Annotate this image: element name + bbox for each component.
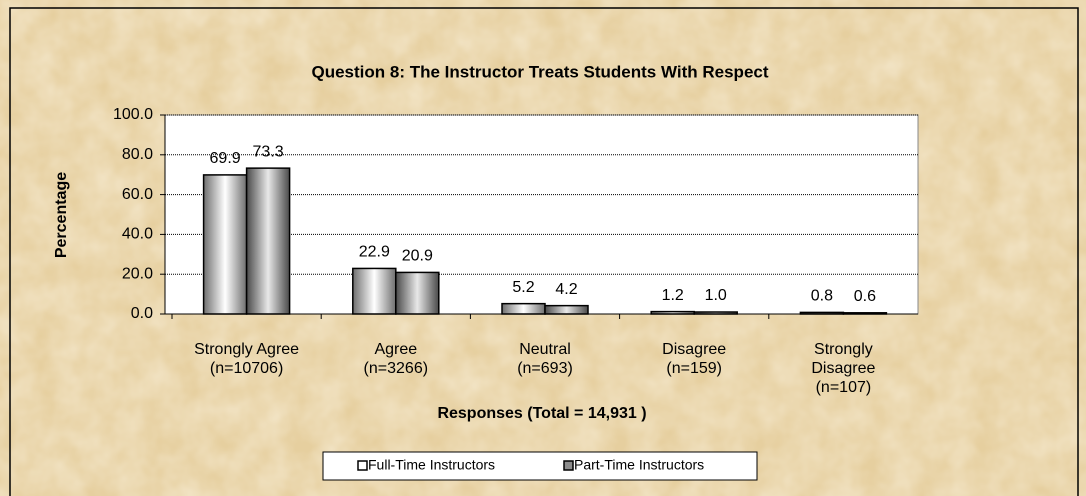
data-label: 20.9 <box>402 248 433 265</box>
data-label: 5.2 <box>512 279 534 296</box>
bar <box>650 310 695 315</box>
x-tick-label: Neutral (n=693) <box>517 341 573 377</box>
bar <box>842 312 888 315</box>
bar <box>799 311 845 315</box>
chart-frame <box>9 7 1079 496</box>
bar <box>544 304 589 315</box>
chart-title: Question 8: The Instructor Treats Studen… <box>311 62 768 81</box>
bar <box>395 271 440 315</box>
data-label: 0.6 <box>854 288 876 305</box>
legend-swatch <box>563 460 574 471</box>
bar <box>245 167 291 315</box>
x-tick-label: Strongly Disagree (n=107) <box>811 341 875 396</box>
data-label: 0.8 <box>811 288 833 305</box>
data-label: 1.2 <box>662 287 684 304</box>
y-tick-label: 60.0 <box>122 186 153 203</box>
legend-label: Full-Time Instructors <box>368 457 495 473</box>
x-tick-label: Agree (n=3266) <box>364 341 429 377</box>
y-tick-label: 80.0 <box>122 146 153 163</box>
y-axis-label: Percentage <box>53 172 70 258</box>
data-label: 69.9 <box>210 150 241 167</box>
y-tick-label: 100.0 <box>113 106 153 123</box>
y-tick-label: 20.0 <box>122 265 153 282</box>
bar <box>693 311 738 315</box>
legend-label: Part-Time Instructors <box>574 457 704 473</box>
legend <box>322 451 758 481</box>
y-tick-label: 0.0 <box>131 305 153 322</box>
x-tick-label: Disagree (n=159) <box>662 341 726 377</box>
data-label: 73.3 <box>253 143 284 160</box>
data-label: 1.0 <box>705 287 727 304</box>
bar <box>501 302 546 315</box>
data-label: 4.2 <box>555 281 577 298</box>
bar <box>352 267 397 315</box>
x-axis-label: Responses (Total = 14,931 ) <box>437 405 646 422</box>
legend-swatch <box>357 460 368 471</box>
x-tick-label: Strongly Agree (n=10706) <box>194 341 299 377</box>
bar <box>202 174 248 315</box>
data-label: 22.9 <box>359 244 390 261</box>
y-tick-label: 40.0 <box>122 226 153 243</box>
